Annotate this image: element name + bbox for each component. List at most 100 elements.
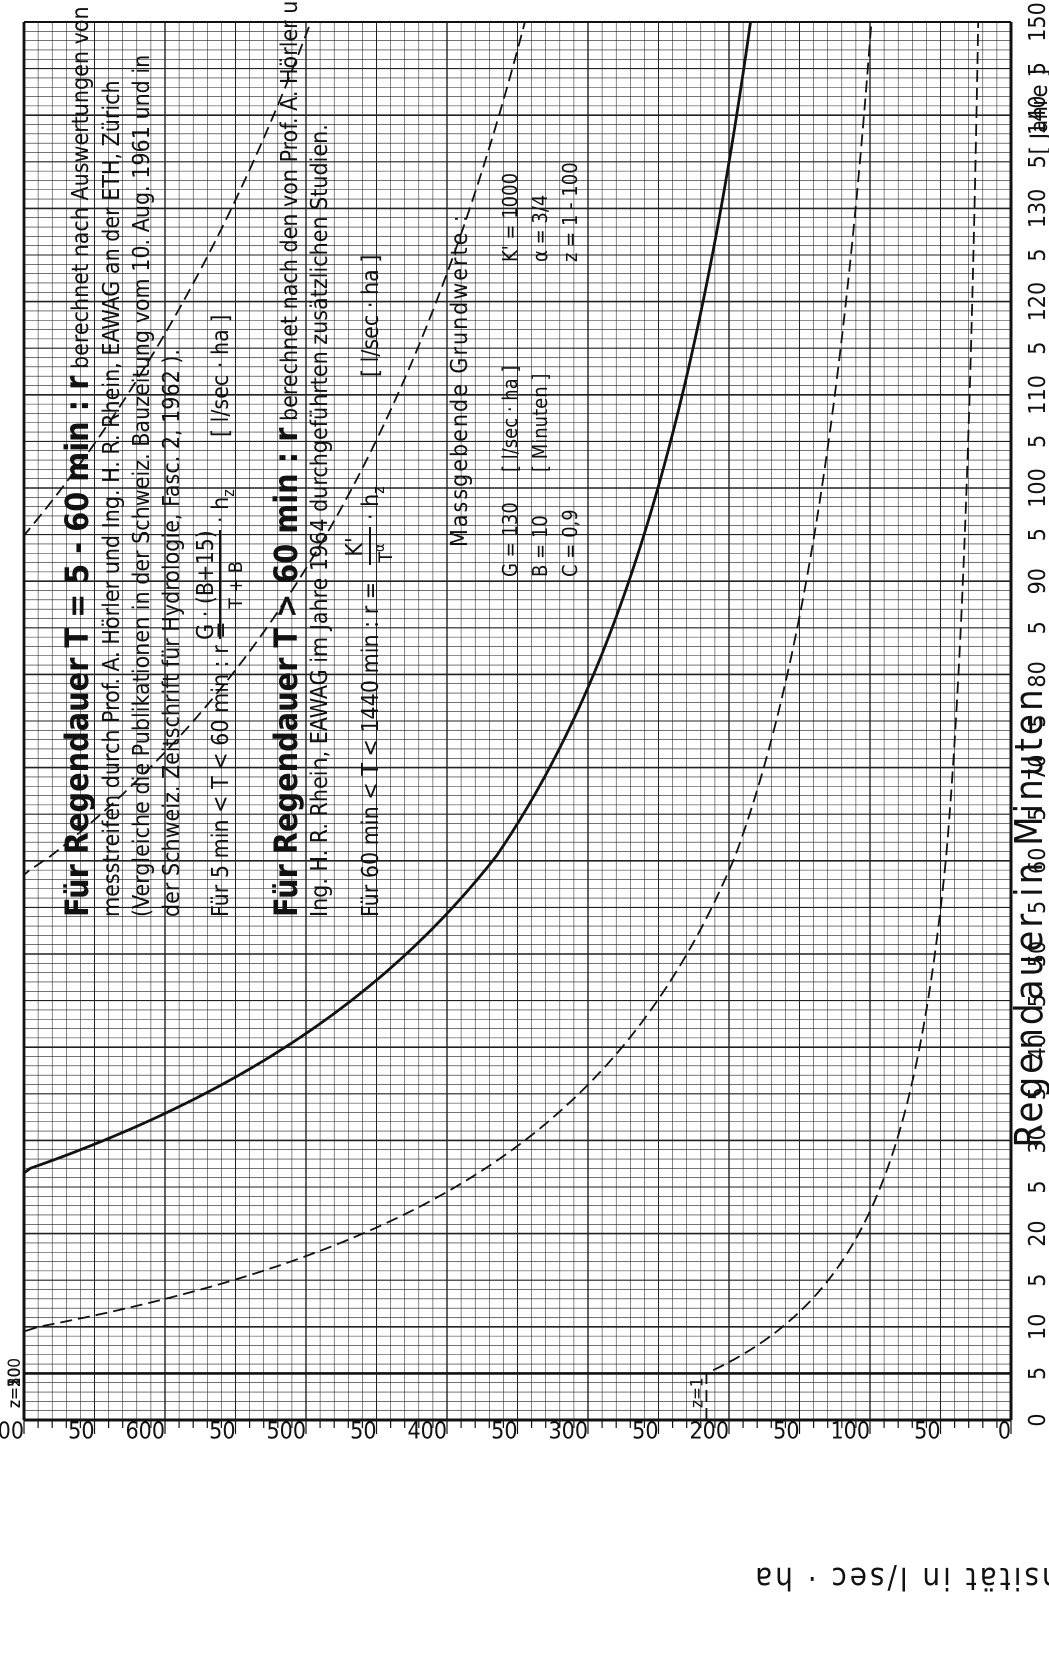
- curve-label-z-20: z=20: [5, 1368, 25, 1408]
- f2-denom-exp: α: [372, 544, 388, 552]
- curve-label-z-10: z=10: [5, 1368, 25, 1408]
- x-tick-label: 5: [1025, 808, 1049, 821]
- mg-row2-col1: B = 10: [528, 515, 552, 577]
- annotation-p2-heading: Für Regendauer T > 60 min : r berechnet …: [267, 0, 305, 917]
- x-tick-label: 30: [1025, 1127, 1049, 1153]
- y-tick-label: 50: [209, 1419, 235, 1445]
- x-tick-label: 5: [1025, 248, 1049, 261]
- annotation-p1-line2: messtreifen durch Prof. A. Hörler und In…: [99, 80, 125, 917]
- x-tick-label: 5: [1025, 621, 1049, 634]
- x-tick-label: 5: [1025, 1367, 1049, 1380]
- x-unit-label: [ Jahre ]: [1025, 69, 1049, 154]
- y-tick-label: 50: [491, 1419, 517, 1445]
- p2-heading-bold: Regendauer T > 60 min : r: [267, 427, 305, 854]
- f2-denom-text: T: [375, 551, 397, 563]
- p2-heading-post: berechnet nach den von Prof. A. Hörler u…: [277, 0, 303, 428]
- annotation-p1-line3: (Vergleiche die Publikationen in der Sch…: [129, 55, 155, 917]
- curve-z-30: [23, 21, 312, 1420]
- annotation-p1-line4: der Schweiz. Zeitschrift für Hydrologie,…: [159, 349, 185, 917]
- f2-prefix: Für 60 min < T < 1440 min : r =: [358, 582, 384, 917]
- p1-heading-post: berechnet nach Auswertungen von Regen-: [68, 0, 94, 376]
- curve-label-z-5: z=5: [5, 1377, 25, 1408]
- x-tick-label: 5: [1025, 342, 1049, 355]
- x-tick-label: 5: [1025, 1274, 1049, 1287]
- curve-z-5: [23, 21, 873, 1420]
- x-tick-label: 70: [1025, 754, 1049, 780]
- axes-layer: [23, 21, 1013, 1434]
- f1-subscript: z: [219, 489, 238, 497]
- y-tick-label: 400: [408, 1419, 448, 1445]
- y-tick-labels: 0 50 100 50 200 50 300 50 400 50 500 50 600 50 700: [0, 1419, 1011, 1445]
- p2-heading-pre: Für: [267, 854, 305, 917]
- y-tick-label: 50: [350, 1419, 376, 1445]
- x-tick-label: 60: [1025, 848, 1049, 874]
- f2-suffix: · hz: [358, 486, 388, 520]
- x-tick-label: 5: [1025, 62, 1049, 75]
- grid-layer: [23, 21, 1012, 1421]
- curve-label-z-30: z=30: [5, 1368, 25, 1408]
- x-tick-label: 5: [1025, 435, 1049, 448]
- f1-denominator: T + B: [225, 561, 247, 609]
- x-tick-label: 5: [1025, 994, 1049, 1007]
- f2-numerator: K': [342, 537, 368, 556]
- x-axis-title: Regendauer in Minuten: [1007, 686, 1049, 1147]
- y-tick-label: 0: [998, 1419, 1011, 1445]
- x-tick-label: 50: [1025, 941, 1049, 967]
- y-tick-label: 200: [690, 1419, 730, 1445]
- f1-suffix-text: · h: [208, 497, 234, 523]
- curve-z-20: [23, 21, 526, 1420]
- rotated-canvas: 0510520530540550560570580590510051105120…: [0, 0, 1049, 1445]
- f1-numerator: G · (B+15): [193, 530, 219, 640]
- annotation-p1-heading: Für Regendauer T = 5 - 60 min : r berech…: [58, 0, 96, 917]
- base-values-block: Massgebende Grundwerte : G = 130 [ l/sec…: [447, 162, 582, 577]
- x-tick-label: 120: [1025, 282, 1049, 322]
- mg-row2-col3: α = 3/4: [528, 195, 552, 262]
- y-tick-label: 50: [914, 1419, 940, 1445]
- x-tick-label: 20: [1025, 1220, 1049, 1246]
- y-tick-label: 50: [773, 1419, 799, 1445]
- x-tick-label: 110: [1025, 375, 1049, 415]
- f2-unit: [ l/sec · ha ]: [358, 255, 384, 377]
- x-tick-label: 5: [1025, 155, 1049, 168]
- y-tick-label: 50: [68, 1419, 94, 1445]
- curves-layer: [22, 21, 1011, 1420]
- y-tick-label: 600: [126, 1419, 166, 1445]
- x-tick-label: 90: [1025, 568, 1049, 594]
- p1-heading-bold: Regendauer T = 5 - 60 min : r: [58, 375, 96, 854]
- x-tick-label: 130: [1025, 189, 1049, 229]
- x-tick-label: 5: [1025, 1087, 1049, 1100]
- curve-label-z-50: z=50: [5, 1368, 25, 1408]
- x-tick-label: 5: [1025, 1180, 1049, 1193]
- x-tick-label: 140: [1025, 95, 1049, 135]
- curve-z-1: [705, 21, 980, 1420]
- formula-2: Für 60 min < T < 1440 min : r = K' Tα · …: [342, 255, 397, 917]
- mg-row3-col3: z = 1 - 100: [558, 162, 582, 262]
- mg-row1-col3: K' = 1000: [498, 173, 522, 262]
- x-tick-label: 5: [1025, 528, 1049, 541]
- mg-row2-col2: [ Minuten ]: [528, 374, 552, 472]
- y-tick-label: 700: [0, 1419, 24, 1445]
- y-axis-title-display: Regenintensität in l/sec · ha: [752, 1560, 1049, 1596]
- x-tick-label: 5: [1025, 714, 1049, 727]
- y-tick-label: 50: [632, 1419, 658, 1445]
- x-tick-label: 0: [1025, 1413, 1049, 1426]
- annotation-p2-line2: Ing. H. R. Rhein, EAWAG im Jahre 1964 du…: [307, 124, 333, 917]
- x-tick-label: 150: [1025, 2, 1049, 42]
- mg-row1-col2: [ l/sec · ha ]: [498, 366, 522, 472]
- mg-row3-col1: C = 0,9: [558, 509, 582, 577]
- f1-unit: [ l/sec · ha ]: [208, 315, 234, 437]
- f2-subscript: z: [369, 486, 388, 494]
- f1-prefix: Für 5 min < T < 60 min : r =: [208, 621, 234, 917]
- f2-suffix-text: · h: [358, 494, 384, 520]
- mg-title: Massgebende Grundwerte :: [447, 213, 473, 547]
- f2-denominator: Tα: [372, 544, 397, 564]
- x-tick-label: 100: [1025, 468, 1049, 508]
- y-tick-label: 300: [549, 1419, 589, 1445]
- y-tick-label: 500: [267, 1419, 307, 1445]
- x-tick-label: 40: [1025, 1034, 1049, 1060]
- y-tick-label: 100: [831, 1419, 871, 1445]
- mg-row1-col1: G = 130: [498, 502, 522, 577]
